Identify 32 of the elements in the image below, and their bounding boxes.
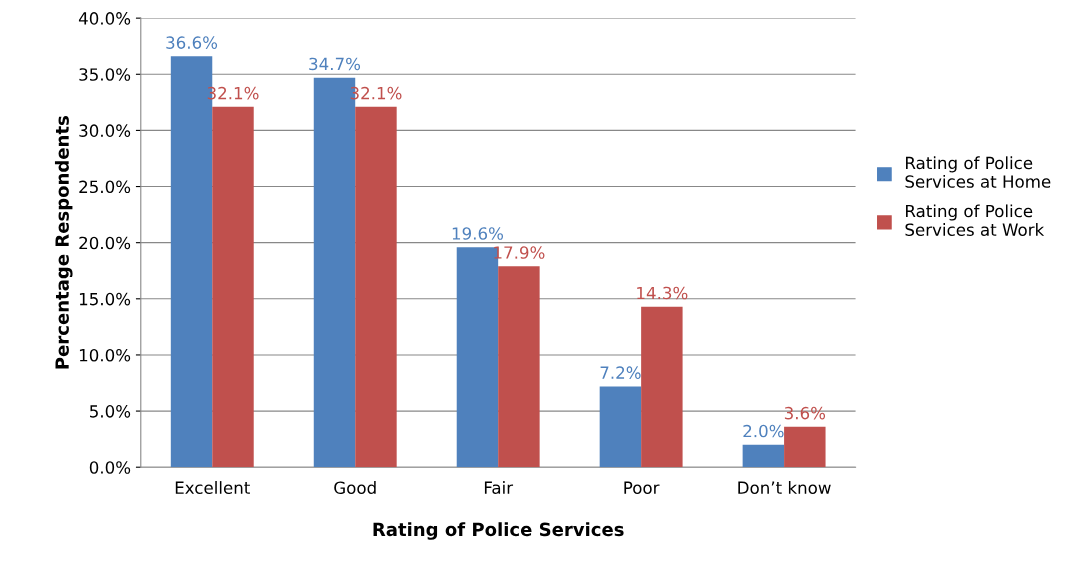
bar <box>355 106 397 468</box>
y-tick-label: 30.0% <box>79 124 131 137</box>
bar <box>784 426 826 468</box>
x-axis-title: Rating of Police Services <box>373 522 624 540</box>
data-label: 7.2% <box>600 366 641 379</box>
legend-label: Rating of Police Services at Home <box>905 156 1051 188</box>
x-tick-label: Poor <box>624 481 660 494</box>
data-label: 3.6% <box>784 406 826 420</box>
data-label: 2.0% <box>743 424 784 438</box>
y-axis-title: Percentage Respondents <box>54 116 73 369</box>
y-tick-label: 20.0% <box>79 236 131 250</box>
legend-label: Rating of Police Services at Work <box>905 204 1045 236</box>
x-tick-label: Excellent <box>175 481 250 494</box>
y-tick-label: 15.0% <box>79 292 131 306</box>
bar <box>742 444 785 468</box>
data-label: 36.6% <box>166 36 218 49</box>
y-tick-label: 35.0% <box>79 68 131 81</box>
bar <box>599 386 642 468</box>
data-label: 34.7% <box>309 57 361 71</box>
data-label: 14.3% <box>637 286 688 300</box>
y-tick-label: 40.0% <box>78 12 131 25</box>
bar <box>498 266 540 468</box>
x-tick-label: Don’t know <box>738 481 831 494</box>
y-tick-label: 25.0% <box>79 180 131 194</box>
bar <box>212 106 254 468</box>
x-tick-label: Good <box>334 481 376 494</box>
y-tick-label: 10.0% <box>79 348 131 362</box>
data-label: 19.6% <box>452 227 503 240</box>
y-tick-label: 5.0% <box>90 405 131 418</box>
bar <box>641 306 683 468</box>
x-tick-label: Fair <box>484 481 514 494</box>
y-tick-label: 0.0% <box>89 461 131 474</box>
